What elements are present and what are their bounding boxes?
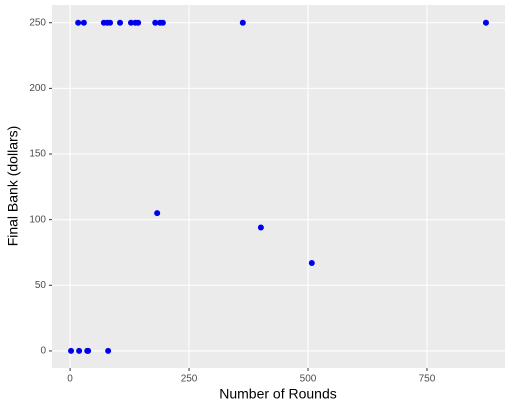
point: [68, 347, 75, 354]
y-tick-label: 50: [35, 280, 47, 291]
point: [117, 19, 124, 26]
point: [107, 19, 114, 26]
y-tick-label: 0: [40, 346, 46, 357]
point: [76, 347, 83, 354]
y-tick-label: 250: [29, 17, 46, 28]
point: [482, 19, 489, 26]
point: [105, 347, 112, 354]
point: [127, 19, 134, 26]
point: [75, 19, 82, 26]
point: [239, 19, 246, 26]
point: [154, 210, 161, 217]
point: [257, 224, 264, 231]
point: [80, 19, 87, 26]
x-tick-label: 500: [300, 374, 317, 385]
point: [308, 259, 315, 266]
point: [159, 19, 166, 26]
y-tick-label: 100: [29, 214, 46, 225]
point: [135, 19, 142, 26]
x-tick-label: 250: [181, 374, 198, 385]
x-tick-label: 750: [419, 374, 436, 385]
y-axis-title: Final Bank (dollars): [5, 126, 21, 247]
y-tick-label: 200: [29, 83, 46, 94]
x-axis-title: Number of Rounds: [219, 386, 337, 402]
x-tick-label: 0: [67, 374, 73, 385]
point: [152, 19, 159, 26]
plot-panel: [52, 5, 505, 368]
y-tick-label: 150: [29, 149, 46, 160]
point: [85, 347, 92, 354]
